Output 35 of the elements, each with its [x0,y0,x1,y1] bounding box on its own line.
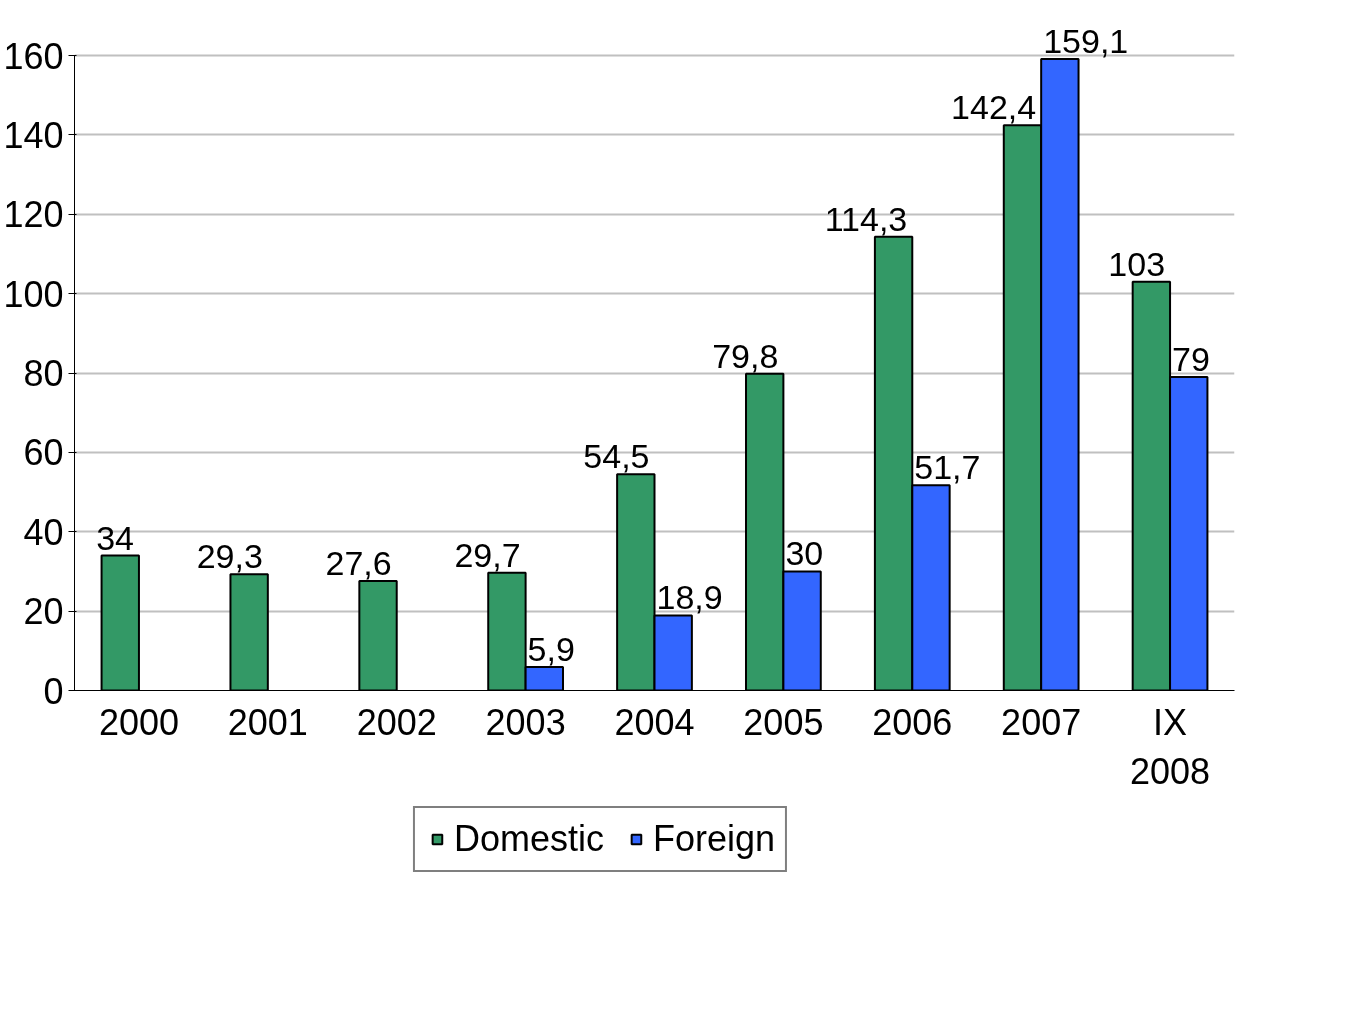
x-tick-label: 2003 [485,701,566,743]
data-label: 27,6 [325,543,392,582]
y-tick-label: 0 [43,670,64,712]
data-label: 29,3 [196,537,263,576]
data-label: 18,9 [656,578,723,617]
y-tick-label: 160 [3,35,64,77]
x-tick-label: 2000 [98,701,179,743]
data-label: 51,7 [914,448,981,487]
data-label: 54,5 [583,437,650,476]
data-label: 103 [1108,244,1166,283]
y-tick-label: 140 [3,114,64,156]
legend-label: Foreign [652,818,776,860]
x-tick-label: 2006 [872,701,953,743]
data-label: 29,7 [454,535,521,574]
data-label: 34 [96,518,134,557]
y-tick-label: 20 [23,591,64,633]
x-tick-label: 2001 [227,701,308,743]
y-tick-label: 40 [23,511,64,553]
data-label: 79,8 [712,336,779,375]
y-tick-label: 60 [23,432,64,474]
data-label: 159,1 [1043,22,1129,61]
data-label: 79 [1172,339,1210,378]
y-tick-label: 80 [23,353,64,394]
data-label: 30 [785,534,824,573]
x-tick-label: IX 2008 [1130,701,1211,792]
x-tick-label: 2007 [1001,701,1082,743]
data-label: 142,4 [951,88,1037,127]
data-label: 5,9 [527,630,575,669]
x-tick-label: 2005 [743,701,824,743]
x-tick-label: 2004 [614,701,695,743]
legend-label: Domestic [453,818,604,860]
y-tick-label: 120 [3,194,64,236]
x-tick-label: 2002 [356,701,437,743]
y-tick-label: 100 [3,273,64,315]
data-label: 114,3 [824,199,908,238]
